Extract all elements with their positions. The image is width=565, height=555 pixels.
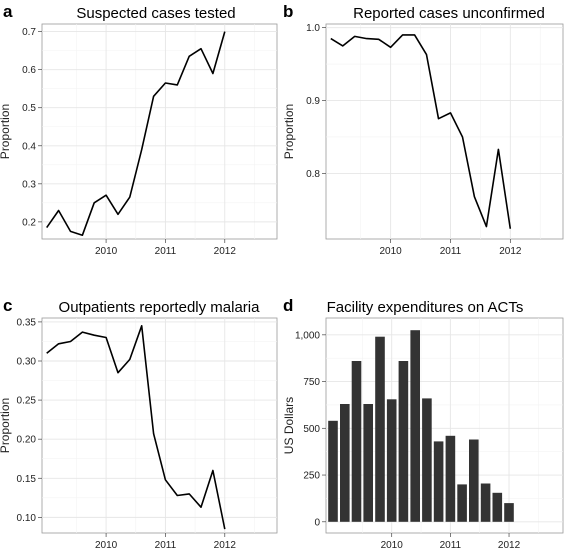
bar [363, 404, 373, 522]
y-tick-label: 0.3 [22, 179, 36, 190]
bar [492, 492, 503, 522]
y-tick-label: 0.6 [22, 65, 36, 76]
bar [480, 483, 491, 522]
panel-title: Suspected cases tested [76, 5, 235, 22]
x-tick-label: 2012 [498, 540, 521, 551]
plot-area [325, 317, 564, 534]
y-axis-label: Proportion [0, 398, 12, 453]
plot-area [41, 23, 278, 240]
y-tick-label: 0.25 [17, 396, 37, 407]
y-tick-label: 0 [314, 517, 320, 528]
bar [504, 503, 514, 522]
panel-letter: c [3, 296, 12, 315]
y-tick-label: 250 [303, 471, 320, 482]
x-tick-label: 2011 [155, 246, 177, 257]
panel-letter: d [283, 296, 293, 315]
x-tick-label: 2010 [95, 246, 118, 257]
y-tick-label: 0.2 [22, 217, 36, 228]
bar [398, 361, 409, 522]
panel-d: d Facility expenditures on ACTs 0 250 500 750… [282, 296, 564, 551]
bar [445, 435, 456, 522]
y-tick-label: 0.4 [22, 141, 36, 152]
series-line [46, 31, 226, 236]
y-tick-label: 1.0 [306, 23, 320, 34]
panel-title: Reported cases unconfirmed [353, 5, 545, 22]
y-tick-label: 0.30 [17, 357, 37, 368]
y-tick-label: 0.20 [17, 435, 37, 446]
bar [433, 441, 444, 522]
bar [340, 404, 350, 522]
bar [351, 361, 362, 522]
series-line [46, 324, 226, 530]
y-tick-label: 750 [303, 377, 320, 388]
x-tick-label: 2010 [380, 246, 403, 257]
y-tick-label: 0.7 [22, 27, 36, 38]
y-tick-label: 0.15 [17, 474, 37, 485]
y-tick-label: 1,000 [295, 330, 320, 341]
bar [328, 420, 338, 522]
y-axis-label: Proportion [0, 104, 12, 159]
y-tick-label: 0.5 [22, 103, 36, 114]
y-tick-label: 0.35 [17, 317, 37, 328]
x-tick-label: 2012 [499, 246, 522, 257]
bar [457, 484, 467, 522]
bar [375, 336, 385, 522]
x-tick-label: 2011 [155, 540, 177, 551]
panel-title: Outpatients reportedly malaria [59, 299, 261, 316]
bar [386, 399, 397, 522]
panel-a: a Suspected cases tested 0.2 0.3 0.4 0.5 0.6 0.… [0, 2, 278, 257]
panel-c: c Outpatients reportedly malaria 0.10 0.15 0… [0, 296, 278, 551]
panel-title: Facility expenditures on ACTs [327, 299, 524, 316]
y-tick-label: 0.8 [306, 169, 320, 180]
plot-area [41, 317, 278, 534]
x-tick-label: 2011 [440, 540, 462, 551]
panel-letter: b [283, 2, 293, 21]
bar [469, 439, 479, 522]
x-tick-label: 2010 [95, 540, 118, 551]
x-tick-label: 2011 [440, 246, 462, 257]
x-tick-label: 2012 [214, 246, 237, 257]
plot-area [325, 23, 564, 240]
x-tick-label: 2012 [214, 540, 237, 551]
y-axis-label: Proportion [282, 104, 296, 159]
bar [410, 330, 420, 522]
bar [422, 398, 432, 522]
y-axis-label: US Dollars [282, 397, 296, 454]
panel-letter: a [3, 2, 13, 21]
x-tick-label: 2010 [381, 540, 404, 551]
y-tick-label: 0.10 [17, 513, 37, 524]
series-line [330, 34, 512, 229]
y-tick-label: 500 [303, 424, 320, 435]
panel-b: b Reported cases unconfirmed 0.8 0.9 1.0 2010… [282, 2, 564, 257]
y-tick-label: 0.9 [306, 96, 320, 107]
